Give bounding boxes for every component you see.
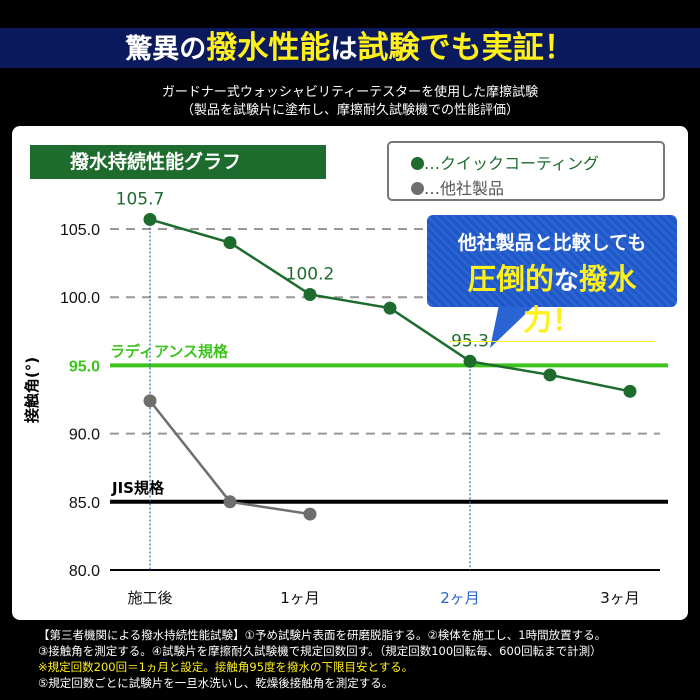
legend-prefix: … [424,179,440,198]
text-part: 圧倒的 [467,262,554,296]
data-point [143,212,157,226]
x-tick-label: 3ヶ月 [600,589,640,607]
callout-line2: 圧倒的な撥水力！ [449,257,655,342]
test-method-subtitle: ガードナー式ウォッシャビリティーテスターを使用した摩擦試験 [161,85,539,100]
text-part: 撥水性能 [206,30,331,66]
data-point [223,236,237,250]
legend-label: 他社製品 [440,179,505,198]
text-part: な [553,266,579,295]
legend-label: クイックコーティング [440,154,600,173]
text-part: 試験でも実証！ [357,30,575,66]
x-tick-label: 施工後 [127,589,172,607]
x-tick-label: 2ヶ月 [440,589,480,607]
data-point [623,384,637,398]
note-line: ③接触角を測定する。④試験片を摩擦耐久試験機で規定回数回す。（規定回数100回転… [38,644,602,658]
y-tick-label: 80.0 [69,563,100,580]
legend-prefix: … [424,154,440,173]
data-point [383,301,397,315]
data-point [303,287,317,301]
reference-line-label: ラディアンス規格 [110,342,229,360]
callout-tail [490,300,540,348]
test-method-note: （製品を試験片に塗布し、摩擦耐久試験機での性能評価） [180,103,519,118]
text-part: 撥水力！ [523,262,637,337]
chart-panel [12,126,688,620]
data-label: 100.2 [286,264,335,284]
text-part: は [330,34,358,65]
y-tick-label: 100.0 [60,290,100,307]
data-label: 105.7 [116,189,165,209]
test-notes: 【第三者機関による撥水持続性能試験】①予め試験片表面を研磨脱脂する。②検体を施工… [38,627,606,691]
comparison-callout: 他社製品と比較しても 圧倒的な撥水力！ [427,215,677,342]
callout-line1: 他社製品と比較しても [457,232,647,254]
reference-line-label: JIS規格 [111,479,165,497]
data-point [223,495,237,509]
y-tick-label: 105.0 [60,222,100,239]
data-point [543,368,557,382]
x-tick-label: 1ヶ月 [280,589,320,607]
y-tick-label: 90.0 [69,427,100,444]
note-line: ※規定回数200回＝1ヵ月と設定。接触角95度を撥水の下限目安とする。 [38,660,414,674]
note-line: 【第三者機関による撥水持続性能試験】①予め試験片表面を研磨脱脂する。②検体を施工… [38,628,607,642]
green-dot-icon [411,157,424,170]
chart-title: 撥水持続性能グラフ [30,145,326,179]
data-point [303,507,317,521]
headline-banner: 驚異の撥水性能は試験でも実証！ [0,28,700,68]
gray-dot-icon [411,182,424,195]
chart-legend: …クイックコーティング …他社製品 [387,141,665,201]
data-point [143,394,157,408]
y-tick-label: 95.0 [69,358,100,375]
legend-item-quick-coating: …クイックコーティング [411,150,599,174]
legend-item-other-products: …他社製品 [411,175,504,199]
note-line: ⑤規定回数ごとに試験片を一旦水洗いし、乾燥後接触角を測定する。 [38,676,394,690]
y-tick-label: 85.0 [69,495,100,512]
text-part: 驚異の [125,34,207,65]
data-point [463,354,477,368]
y-axis-label: 接触角(°) [23,357,41,423]
